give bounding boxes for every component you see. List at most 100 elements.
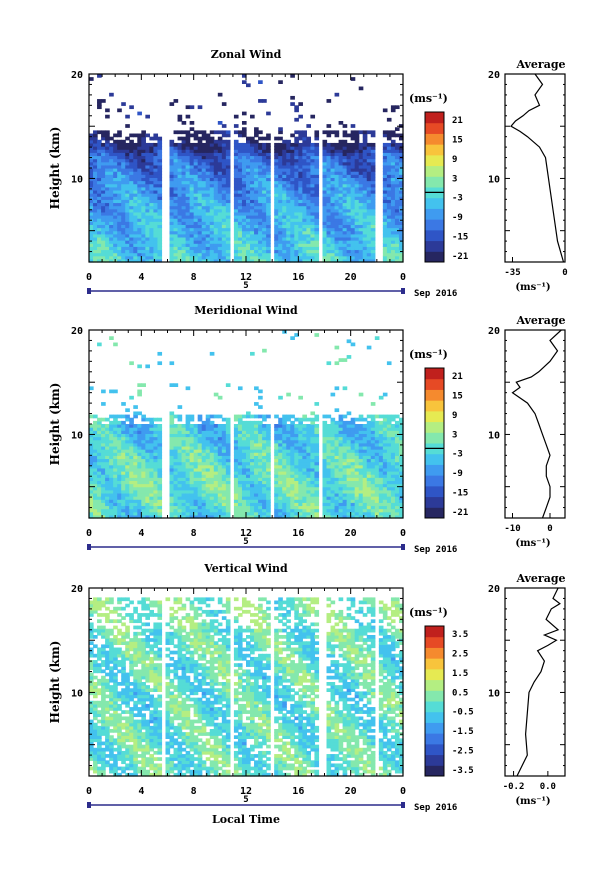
heatmap-cell — [241, 193, 247, 197]
heatmap-cell — [250, 186, 255, 191]
heatmap-cell — [262, 249, 267, 254]
heatmap-cell — [241, 130, 247, 135]
heatmap-cell — [113, 433, 118, 438]
heatmap-cell — [233, 508, 239, 513]
heatmap-cell — [125, 436, 130, 441]
heatmap-cell — [145, 146, 150, 150]
heatmap-cell — [278, 458, 283, 463]
heatmap-cell — [266, 436, 271, 441]
heatmap-cell — [221, 480, 227, 485]
heatmap-cell — [258, 414, 263, 419]
heatmap-cell — [201, 452, 207, 456]
heatmap-cell — [306, 196, 312, 200]
heatmap-cell — [282, 246, 287, 251]
heatmap-cell — [221, 193, 227, 197]
heatmap-cell — [334, 205, 340, 210]
heatmap-cell — [370, 258, 376, 263]
heatmap-cell — [258, 464, 263, 469]
heatmap-cell — [350, 146, 356, 150]
heatmap-cell — [266, 449, 271, 453]
heatmap-cell — [193, 452, 199, 456]
heatmap-cell — [370, 205, 376, 210]
heatmap-cell — [217, 427, 223, 431]
heatmap-cell — [350, 199, 356, 204]
heatmap-cell — [153, 471, 159, 475]
heatmap-cell — [398, 202, 404, 207]
heatmap-cell — [394, 133, 400, 138]
heatmap-cell — [326, 168, 332, 172]
heatmap-cell — [93, 139, 98, 144]
heatmap-cell — [250, 193, 255, 197]
heatmap-cell — [89, 445, 94, 450]
heatmap-cell — [338, 486, 344, 491]
heatmap-cell — [362, 164, 368, 169]
heatmap-cell — [258, 146, 263, 150]
heatmap-cell — [189, 227, 195, 232]
heatmap-cell — [113, 180, 118, 185]
heatmap-cell — [141, 471, 146, 475]
heatmap-cell — [262, 442, 267, 447]
heatmap-cell — [274, 455, 279, 460]
heatmap-cell — [302, 427, 307, 431]
heatmap-cell — [209, 211, 215, 216]
heatmap-cell — [137, 158, 142, 163]
heatmap-cell — [117, 246, 122, 251]
heatmap-cell — [314, 208, 320, 213]
heatmap-cell — [201, 130, 207, 135]
heatmap-cell — [113, 246, 118, 251]
heatmap-cell — [358, 189, 364, 194]
heatmap-cell — [97, 189, 102, 194]
heatmap-cell — [213, 183, 219, 188]
heatmap-cell — [266, 430, 271, 434]
heatmap-cell — [237, 183, 243, 188]
heatmap-cell — [117, 227, 122, 232]
heatmap-cell — [209, 458, 215, 463]
heatmap-cell — [213, 449, 219, 453]
heatmap-cell — [137, 146, 142, 150]
average-x-label: (ms⁻¹) — [515, 282, 550, 293]
heatmap-cell — [145, 489, 150, 494]
heatmap-cell — [290, 430, 295, 434]
heatmap-cell — [310, 499, 316, 503]
heatmap-cell — [125, 458, 130, 463]
heatmap-cell — [93, 514, 98, 519]
heatmap-cell — [398, 255, 404, 260]
heatmap-cell — [298, 449, 303, 453]
heatmap-cell — [334, 455, 340, 460]
heatmap-cell — [286, 430, 291, 434]
heatmap-cell — [282, 483, 287, 488]
heatmap-cell — [266, 230, 271, 235]
heatmap-cell — [246, 505, 251, 510]
heatmap-cell — [105, 221, 110, 225]
heatmap-cell — [326, 199, 332, 204]
heatmap-cell — [334, 439, 340, 444]
heatmap-cell — [93, 193, 98, 197]
heatmap-cell — [185, 508, 191, 513]
heatmap-cell — [338, 196, 344, 200]
heatmap-cell — [398, 236, 404, 241]
heatmap-cell — [209, 236, 215, 241]
heatmap-cell — [221, 445, 227, 450]
heatmap-cell — [209, 483, 215, 488]
heatmap-cell — [189, 142, 195, 147]
heatmap-cell — [177, 445, 183, 450]
heatmap-cell — [193, 158, 199, 163]
heatmap-cell — [386, 133, 392, 138]
heatmap-cell — [386, 168, 392, 172]
heatmap-cell — [254, 258, 259, 263]
heatmap-cell — [290, 246, 295, 251]
heatmap-cell — [314, 196, 320, 200]
heatmap-cell — [225, 505, 231, 510]
heatmap-cell — [181, 139, 187, 144]
heatmap-cell — [181, 186, 187, 191]
heatmap-cell — [314, 199, 320, 204]
heatmap-cell — [266, 467, 271, 472]
heatmap-cell — [282, 174, 287, 178]
heatmap-cell — [342, 199, 348, 204]
heatmap-cell — [197, 205, 203, 210]
heatmap-cell — [125, 439, 130, 444]
heatmap-cell — [193, 136, 199, 141]
heatmap-cell — [205, 489, 211, 494]
heatmap-cell — [382, 186, 388, 191]
heatmap-cell — [141, 183, 146, 188]
